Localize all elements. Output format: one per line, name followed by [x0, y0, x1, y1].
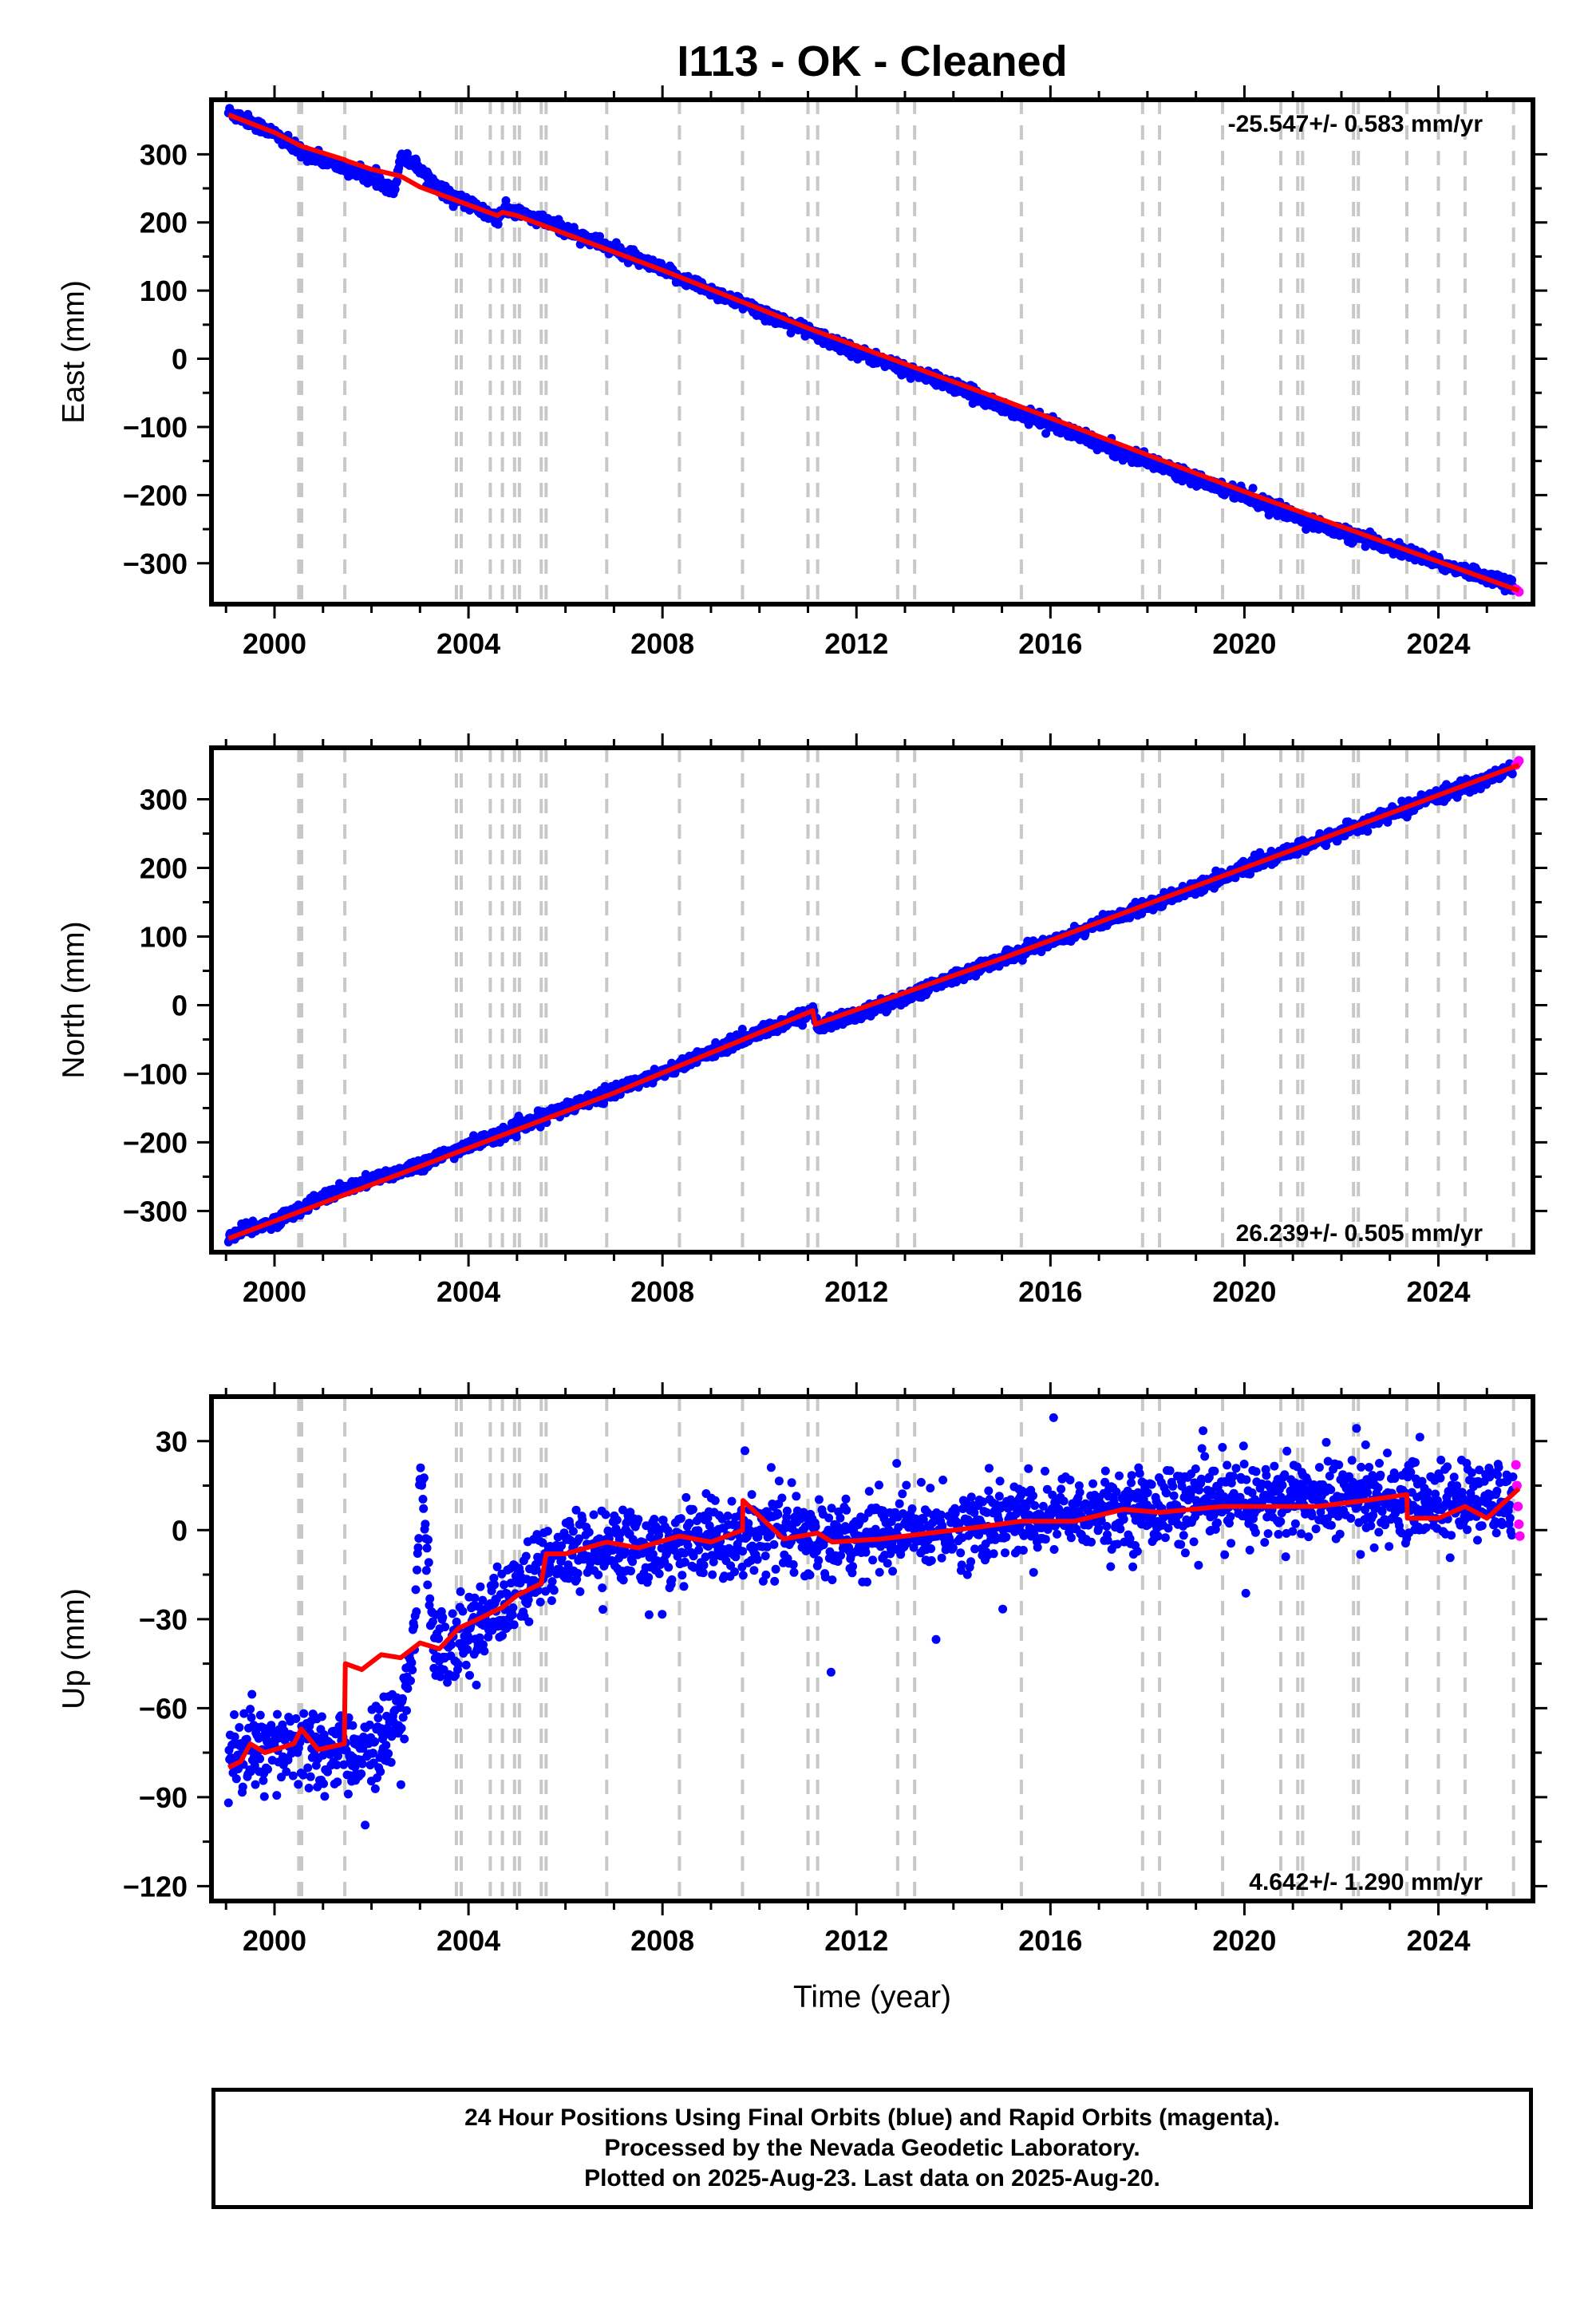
- up-final-point: [298, 1770, 308, 1780]
- east-x-tick-label: 2016: [1018, 627, 1082, 660]
- east-final-point: [402, 148, 412, 158]
- east-rate-label: -25.547+/- 0.583 mm/yr: [1228, 111, 1483, 137]
- north-x-tick-label: 2012: [824, 1275, 888, 1308]
- up-final-point: [317, 1712, 326, 1721]
- up-final-point: [242, 1734, 251, 1744]
- east-y-tick-label: −300: [123, 547, 188, 580]
- north-frame: [209, 745, 1535, 1255]
- up-final-point: [230, 1710, 239, 1719]
- north-y-tick-label: 0: [172, 989, 188, 1022]
- east-x-tick-label: 2024: [1406, 627, 1470, 660]
- up-final-point: [282, 1767, 291, 1777]
- east-y-tick-label: 0: [172, 343, 188, 376]
- up-final-point: [259, 1776, 268, 1785]
- north-y-tick-label: −200: [123, 1126, 188, 1159]
- east-x-tick-label: 2008: [630, 627, 694, 660]
- north-panel: 2000 2004 2008 2012 2016 2020 2024−300−200−100…: [57, 733, 1547, 1308]
- up-final-point: [255, 1754, 265, 1764]
- east-x-tick-label: 2000: [243, 627, 306, 660]
- east-y-tick-label: −200: [123, 479, 188, 512]
- north-final-point: [512, 1132, 521, 1142]
- east-y-tick-label: 200: [140, 207, 188, 239]
- north-y-tick-label: 200: [140, 852, 188, 884]
- up-panel: 2000 2004 2008 2012 2016 2020 2024−120−90−60−3…: [57, 1382, 1547, 1957]
- up-final-point: [273, 1709, 282, 1719]
- north-y-axis-label: North (mm): [57, 921, 91, 1078]
- north-y-tick-label: 300: [140, 783, 188, 816]
- north-y-tick-label: −100: [123, 1057, 188, 1090]
- up-final-point: [319, 1779, 328, 1788]
- up-final-point: [304, 1784, 314, 1792]
- east-plot-area: [223, 100, 1524, 604]
- east-y-tick-label: 300: [140, 138, 188, 171]
- up-final-point: [259, 1792, 269, 1801]
- up-plot-area: [223, 1397, 1525, 1901]
- north-rapid-point: [1514, 756, 1524, 766]
- north-model-line: [227, 762, 1520, 1241]
- north-final-point: [1363, 827, 1373, 836]
- up-final-point: [299, 1709, 309, 1718]
- up-final-point: [230, 1732, 239, 1741]
- up-final-point: [323, 1767, 332, 1777]
- east-final-point: [392, 176, 401, 186]
- north-x-tick-label: 2020: [1212, 1275, 1276, 1308]
- up-final-point: [246, 1705, 255, 1714]
- east-final-point: [493, 219, 503, 229]
- up-final-point: [235, 1723, 244, 1732]
- up-final-point: [263, 1765, 272, 1774]
- chart-title: I113 - OK - Cleaned: [677, 38, 1067, 85]
- north-final-point: [1507, 769, 1517, 779]
- east-panel: 2000 2004 2008 2012 2016 2020 2024−300−200−100…: [57, 85, 1547, 660]
- up-final-point: [303, 1763, 313, 1773]
- up-final-point: [251, 1780, 260, 1789]
- east-frame: [209, 97, 1535, 607]
- north-x-tick-label: 2004: [437, 1275, 500, 1308]
- panels: 2000 2004 2008 2012 2016 2020 2024−300−200−100…: [57, 85, 1547, 1957]
- north-x-tick-label: 2016: [1018, 1275, 1082, 1308]
- north-x-tick-label: 2000: [243, 1275, 306, 1308]
- up-final-point: [247, 1713, 256, 1722]
- north-rate-label: 26.239+/- 0.505 mm/yr: [1236, 1220, 1483, 1247]
- up-final-point: [272, 1791, 282, 1800]
- east-y-axis-label: East (mm): [57, 280, 91, 424]
- east-x-tick-label: 2004: [437, 627, 500, 660]
- east-y-tick-label: 100: [140, 275, 188, 307]
- north-y-tick-label: 100: [140, 920, 188, 953]
- north-x-tick-label: 2008: [630, 1275, 694, 1308]
- east-final-point: [595, 231, 604, 241]
- up-final-point: [291, 1714, 301, 1723]
- east-x-tick-label: 2012: [824, 627, 888, 660]
- north-x-tick-label: 2024: [1406, 1275, 1470, 1308]
- east-x-tick-label: 2020: [1212, 627, 1276, 660]
- up-final-point: [247, 1690, 257, 1699]
- up-final-point: [283, 1755, 293, 1765]
- east-model-line: [227, 113, 1520, 593]
- east-final-point: [501, 196, 511, 205]
- north-plot-area: [223, 748, 1524, 1252]
- up-final-point: [250, 1761, 259, 1770]
- up-final-point: [288, 1771, 298, 1780]
- up-final-point: [320, 1792, 330, 1801]
- up-final-point: [255, 1710, 265, 1720]
- up-final-point: [294, 1780, 303, 1789]
- east-final-point: [1248, 484, 1258, 493]
- up-final-point: [223, 1798, 233, 1808]
- up-final-point: [231, 1774, 241, 1784]
- north-y-tick-label: −300: [123, 1195, 188, 1227]
- east-y-tick-label: −100: [123, 411, 188, 444]
- north-final-point: [535, 1122, 545, 1132]
- up-final-point: [238, 1782, 247, 1792]
- up-final-point: [239, 1709, 249, 1718]
- up-final-point: [306, 1772, 315, 1781]
